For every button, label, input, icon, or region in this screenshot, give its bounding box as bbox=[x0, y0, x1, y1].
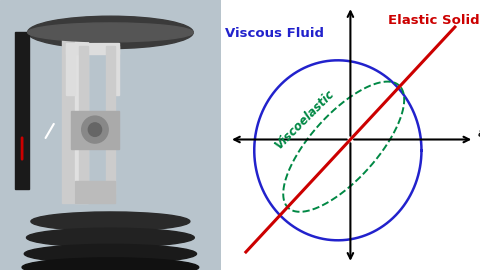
Bar bbox=[71, 111, 119, 148]
Ellipse shape bbox=[27, 23, 193, 42]
Bar bbox=[110, 46, 119, 94]
Bar bbox=[66, 43, 119, 54]
Bar bbox=[75, 35, 88, 202]
Bar bbox=[15, 32, 29, 189]
Text: Elastic Solid: Elastic Solid bbox=[388, 14, 480, 27]
Ellipse shape bbox=[24, 244, 196, 263]
Ellipse shape bbox=[22, 258, 199, 270]
Text: σ = Stress: σ = Stress bbox=[318, 0, 393, 3]
Text: Viscous Fluid: Viscous Fluid bbox=[225, 27, 324, 40]
Ellipse shape bbox=[88, 123, 102, 136]
Bar bbox=[62, 35, 75, 202]
FancyArrowPatch shape bbox=[46, 124, 54, 138]
Text: ε: ε bbox=[478, 126, 480, 140]
Text: Viscoelastic: Viscoelastic bbox=[272, 87, 337, 152]
Ellipse shape bbox=[31, 212, 190, 231]
Bar bbox=[106, 46, 115, 194]
Ellipse shape bbox=[26, 228, 194, 247]
Bar bbox=[66, 46, 75, 94]
Bar bbox=[80, 46, 88, 194]
Ellipse shape bbox=[82, 116, 108, 143]
Bar bbox=[75, 181, 115, 202]
Ellipse shape bbox=[27, 16, 193, 49]
